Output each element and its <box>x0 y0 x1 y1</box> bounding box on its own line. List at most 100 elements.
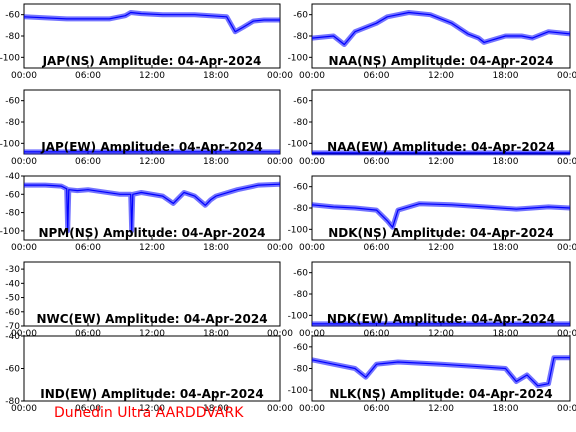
y-tick-label: -80 <box>293 118 308 128</box>
y-tick-label: -40 <box>5 279 20 289</box>
y-tick-label: -60 <box>293 269 308 279</box>
x-tick-label: 00:00 <box>11 71 37 81</box>
y-tick-label: -100 <box>288 225 309 235</box>
y-tick-label: -80 <box>293 32 308 42</box>
x-tick-label: 12:00 <box>428 157 454 167</box>
y-tick-label: -100 <box>0 227 20 237</box>
x-tick-label: 00:00 <box>267 243 293 253</box>
y-tick-label: -60 <box>5 308 20 318</box>
x-tick-label: 18:00 <box>203 404 229 414</box>
chart-title: JAP(EW) Amplitude: 04-Apr-2024 <box>40 140 263 154</box>
x-tick-label: 12:00 <box>139 157 165 167</box>
x-tick-label: 00:00 <box>557 404 576 414</box>
x-tick-label: 06:00 <box>364 404 390 414</box>
x-tick-label: 00:00 <box>267 329 293 339</box>
x-tick-label: 12:00 <box>428 404 454 414</box>
x-tick-label: 12:00 <box>428 71 454 81</box>
x-tick-label: 06:00 <box>364 243 390 253</box>
trace-line <box>23 11 280 33</box>
y-tick-label: -70 <box>5 322 20 332</box>
y-tick-label: -60 <box>293 97 308 107</box>
y-tick-label: -80 <box>5 118 20 128</box>
plot-frame <box>23 89 281 155</box>
x-tick-label: 18:00 <box>203 157 229 167</box>
chart-title: JAP(NS) Amplitude: 04-Apr-2024 <box>42 54 262 68</box>
y-tick-label: -80 <box>5 32 20 42</box>
y-tick-label: -80 <box>5 209 20 219</box>
x-tick-label: 06:00 <box>75 243 101 253</box>
x-tick-label: 00:00 <box>299 157 325 167</box>
y-tick-label: -60 <box>5 365 20 375</box>
plot-frame <box>311 89 571 155</box>
x-tick-label: 12:00 <box>139 404 165 414</box>
chart-panel-3: -60 -80 -100 00:00 06:00 12:00 18:00 00:00NAA(E… <box>288 89 576 167</box>
x-tick-label: 12:00 <box>139 329 165 339</box>
chart-panel-4: -40 -60 -80 -100 00:00 06:00 12:00 18:00 00:00NP… <box>0 172 293 253</box>
x-tick-label: 00:00 <box>11 329 37 339</box>
y-tick-label: -60 <box>5 97 20 107</box>
x-tick-label: 00:00 <box>557 71 576 81</box>
x-tick-label: 00:00 <box>267 404 293 414</box>
x-tick-label: 12:00 <box>139 71 165 81</box>
y-tick-label: -60 <box>293 11 308 21</box>
x-tick-label: 18:00 <box>493 157 519 167</box>
x-tick-label: 06:00 <box>364 157 390 167</box>
x-tick-label: 06:00 <box>75 329 101 339</box>
x-tick-label: 00:00 <box>11 243 37 253</box>
y-tick-label: -60 <box>293 183 308 193</box>
y-tick-label: -40 <box>5 332 20 342</box>
trace-line <box>311 203 571 228</box>
y-tick-label: -100 <box>288 311 309 321</box>
chart-title: NAA(NS) Amplitude: 04-Apr-2024 <box>329 54 554 68</box>
x-tick-label: 12:00 <box>428 329 454 339</box>
y-tick-label: -80 <box>293 290 308 300</box>
plot-frame <box>311 261 571 327</box>
y-tick-label: -60 <box>5 11 20 21</box>
chart-panel-0: -60 -80 -100 00:00 06:00 12:00 18:00 00:00 JAP(N… <box>0 3 293 81</box>
y-tick-label: -60 <box>293 343 308 353</box>
footer-label: Dunedin Ultra AARDDVARK <box>54 405 244 421</box>
x-tick-label: 00:00 <box>299 404 325 414</box>
chart-panel-1: -60-80-10000:0006:0012:0018:0000:00NAA(N… <box>288 3 576 81</box>
x-tick-label: 00:00 <box>11 404 37 414</box>
plot-frame <box>23 261 281 327</box>
chart-panel-5: -60 -80 -100 00:00 06:00 12:00 18:00 00:00NDK(N… <box>288 175 576 253</box>
y-tick-label: -100 <box>288 139 309 149</box>
y-tick-label: -80 <box>293 204 308 214</box>
x-tick-label: 00:00 <box>299 329 325 339</box>
y-tick-label: -80 <box>5 397 20 407</box>
chart-title: NDK(EW) Amplitude: 04-Apr-2024 <box>327 312 555 326</box>
x-tick-label: 18:00 <box>493 404 519 414</box>
x-tick-label: 18:00 <box>493 243 519 253</box>
x-tick-label: 06:00 <box>364 71 390 81</box>
x-tick-label: 12:00 <box>139 243 165 253</box>
y-tick-label: -100 <box>0 139 20 149</box>
chart-title: NPM(NS) Amplitude: 04-Apr-2024 <box>38 226 265 240</box>
x-tick-label: 06:00 <box>364 329 390 339</box>
y-tick-label: -100 <box>0 53 20 63</box>
x-tick-label: 00:00 <box>557 157 576 167</box>
y-tick-label: -60 <box>5 190 20 200</box>
x-tick-label: 00:00 <box>299 71 325 81</box>
x-tick-label: 00:00 <box>299 243 325 253</box>
y-tick-label: -30 <box>5 265 20 275</box>
x-tick-label: 00:00 <box>557 329 576 339</box>
x-tick-label: 18:00 <box>493 71 519 81</box>
x-tick-label: 12:00 <box>428 243 454 253</box>
x-tick-label: 18:00 <box>203 243 229 253</box>
chart-title: NDK(NS) Amplitude: 04-Apr-2024 <box>328 226 554 240</box>
chart-panel-7: -60 -80 -100 00:00 06:00 12:00 18:00 00:00NDK(E… <box>288 261 576 339</box>
trace-line <box>311 357 570 387</box>
y-tick-label: -100 <box>288 53 309 63</box>
x-tick-label: 00:00 <box>267 71 293 81</box>
chart-panel-9: -60 -80 -100 00:00 06:00 12:00 18:00 00:00 NLK(N… <box>288 335 576 414</box>
chart-title: IND(EW) Amplitude: 04-Apr-2024 <box>40 387 264 401</box>
x-tick-label: 00:00 <box>557 243 576 253</box>
y-tick-label: -40 <box>5 172 20 182</box>
y-tick-label: -100 <box>288 386 309 396</box>
x-tick-label: 18:00 <box>203 329 229 339</box>
